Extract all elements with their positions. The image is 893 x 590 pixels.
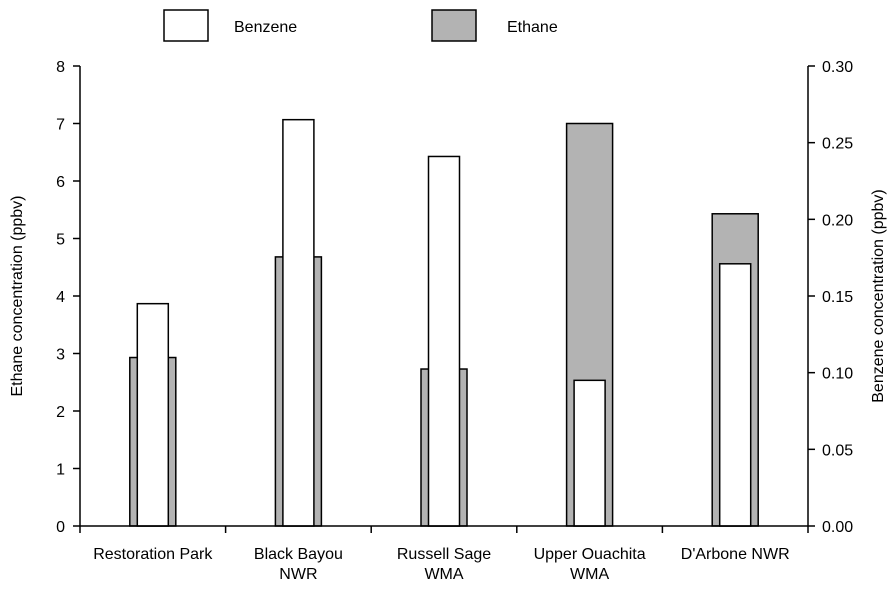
left-tick-label: 2	[56, 404, 65, 421]
right-axis-title: Benzene concentration (ppbv)	[870, 189, 887, 402]
left-tick-label: 7	[56, 117, 65, 134]
left-axis-title: Ethane concentration (ppbv)	[9, 195, 26, 396]
legend-label-ethane: Ethane	[507, 19, 558, 36]
left-tick-label: 1	[56, 462, 65, 479]
right-tick-label: 0.25	[822, 136, 853, 153]
bar-benzene	[427, 155, 461, 527]
legend-swatch-benzene	[163, 9, 209, 42]
category-label: Black Bayou NWR	[254, 546, 343, 583]
category-label: D'Arbone NWR	[681, 546, 790, 563]
legend-label-benzene: Benzene	[234, 19, 297, 36]
category-label: Russell Sage WMA	[397, 546, 491, 583]
right-tick-label: 0.00	[822, 519, 853, 536]
left-tick-label: 3	[56, 347, 65, 364]
left-tick-label: 0	[56, 519, 65, 536]
left-axis-ticks: 0 1 2 3 4 5 6 7 8	[56, 59, 80, 536]
category-label: Upper Ouachita WMA	[534, 546, 646, 583]
legend-swatch-ethane	[431, 9, 477, 42]
right-tick-label: 0.10	[822, 366, 853, 383]
bar-benzene	[718, 263, 752, 527]
right-tick-label: 0.30	[822, 59, 853, 76]
right-axis-ticks: 0.00 0.05 0.10 0.15 0.20 0.25 0.30	[808, 59, 853, 536]
right-tick-label: 0.20	[822, 212, 853, 229]
bar-benzene	[573, 379, 606, 527]
legend: Benzene Ethane	[163, 9, 558, 42]
category-labels: Restoration Park Black Bayou NWR Russell Sa…	[93, 546, 789, 583]
category-label: Restoration Park	[93, 546, 213, 563]
left-tick-label: 6	[56, 174, 65, 191]
right-tick-label: 0.05	[822, 442, 853, 459]
x-axis-ticks	[79, 526, 809, 533]
left-tick-label: 5	[56, 232, 65, 249]
bar-benzene	[282, 118, 315, 527]
right-tick-label: 0.15	[822, 289, 853, 306]
benzene-series	[136, 118, 752, 527]
left-tick-label: 4	[56, 289, 65, 306]
bar-benzene	[136, 302, 170, 527]
left-tick-label: 8	[56, 59, 65, 76]
